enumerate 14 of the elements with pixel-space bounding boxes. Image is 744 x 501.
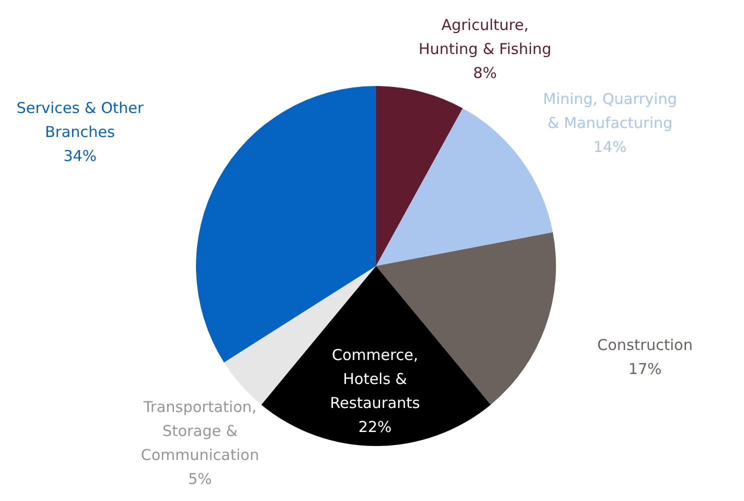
slice-label: Mining, Quarrying & Manufacturing xyxy=(543,90,677,132)
data-label: 5% xyxy=(188,470,212,488)
data-label: 17% xyxy=(628,360,662,378)
slice-label: Commerce, Hotels & Restaurants xyxy=(330,346,420,412)
slice-label: Construction xyxy=(597,336,693,354)
slice-label: Agriculture, Hunting & Fishing xyxy=(418,16,552,58)
pie-slice xyxy=(261,266,491,446)
data-label: 14% xyxy=(593,138,627,156)
slice-label: Services & Other Branches xyxy=(16,99,144,141)
pie-slice xyxy=(376,86,463,266)
data-label: 34% xyxy=(63,147,97,165)
data-label: 22% xyxy=(358,418,392,436)
slice-label: Transportation, Storage & Communication xyxy=(140,398,260,464)
data-label: 8% xyxy=(473,64,497,82)
